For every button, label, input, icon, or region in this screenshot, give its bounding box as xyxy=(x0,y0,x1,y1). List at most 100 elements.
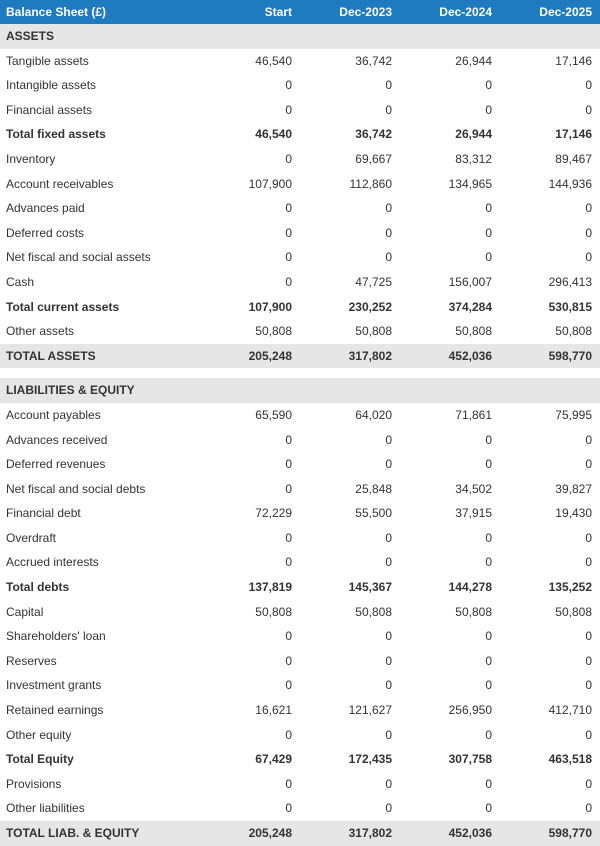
row-value: 0 xyxy=(400,245,500,270)
row-value: 50,808 xyxy=(300,600,400,625)
row-value: 307,758 xyxy=(400,747,500,772)
row-value: 317,802 xyxy=(300,344,400,369)
row-value: 0 xyxy=(400,73,500,98)
table-row: Accrued interests0000 xyxy=(0,550,600,575)
row-value: 0 xyxy=(500,526,600,551)
header-col-2: Dec-2024 xyxy=(400,0,500,24)
row-value: 0 xyxy=(500,649,600,674)
row-value: 0 xyxy=(200,147,300,172)
row-value: 0 xyxy=(400,550,500,575)
table-row: Net fiscal and social debts025,84834,502… xyxy=(0,477,600,502)
row-value: 50,808 xyxy=(200,600,300,625)
row-label: LIABILITIES & EQUITY xyxy=(0,378,200,403)
row-label: Investment grants xyxy=(0,673,200,698)
row-value: 64,020 xyxy=(300,403,400,428)
row-value: 112,860 xyxy=(300,172,400,197)
row-value: 452,036 xyxy=(400,344,500,369)
row-value: 39,827 xyxy=(500,477,600,502)
table-row: Total debts137,819145,367144,278135,252 xyxy=(0,575,600,600)
row-value: 37,915 xyxy=(400,501,500,526)
row-value: 144,278 xyxy=(400,575,500,600)
row-label: Deferred costs xyxy=(0,221,200,246)
row-value: 16,621 xyxy=(200,698,300,723)
table-row: Reserves0000 xyxy=(0,649,600,674)
row-value: 0 xyxy=(400,452,500,477)
row-value: 50,808 xyxy=(500,600,600,625)
row-value: 0 xyxy=(200,245,300,270)
row-value: 0 xyxy=(300,649,400,674)
row-value: 0 xyxy=(400,98,500,123)
row-value: 0 xyxy=(300,428,400,453)
table-row: Deferred costs0000 xyxy=(0,221,600,246)
row-label: Total current assets xyxy=(0,295,200,320)
row-value: 144,936 xyxy=(500,172,600,197)
table-row: LIABILITIES & EQUITY xyxy=(0,378,600,403)
row-value: 75,995 xyxy=(500,403,600,428)
row-label: Capital xyxy=(0,600,200,625)
row-value: 0 xyxy=(300,723,400,748)
row-value: 83,312 xyxy=(400,147,500,172)
row-value: 26,944 xyxy=(400,122,500,147)
row-value: 0 xyxy=(500,723,600,748)
row-label: Total debts xyxy=(0,575,200,600)
row-label: Other equity xyxy=(0,723,200,748)
row-label: Other assets xyxy=(0,319,200,344)
row-value: 156,007 xyxy=(400,270,500,295)
row-value: 0 xyxy=(400,796,500,821)
row-value: 0 xyxy=(400,196,500,221)
row-value: 0 xyxy=(300,245,400,270)
row-value xyxy=(200,24,300,49)
row-value: 0 xyxy=(200,270,300,295)
row-value: 256,950 xyxy=(400,698,500,723)
row-value: 121,627 xyxy=(300,698,400,723)
row-value: 0 xyxy=(400,673,500,698)
row-value xyxy=(300,378,400,403)
row-value: 50,808 xyxy=(400,600,500,625)
table-row: Provisions0000 xyxy=(0,772,600,797)
row-label: Accrued interests xyxy=(0,550,200,575)
table-row: Cash047,725156,007296,413 xyxy=(0,270,600,295)
row-value: 71,861 xyxy=(400,403,500,428)
row-label: Cash xyxy=(0,270,200,295)
table-row: Advances received0000 xyxy=(0,428,600,453)
row-value: 0 xyxy=(200,196,300,221)
table-row: Account receivables107,900112,860134,965… xyxy=(0,172,600,197)
row-value: 205,248 xyxy=(200,344,300,369)
row-value: 374,284 xyxy=(400,295,500,320)
row-value: 230,252 xyxy=(300,295,400,320)
row-value: 0 xyxy=(300,796,400,821)
row-value: 0 xyxy=(500,673,600,698)
row-value: 296,413 xyxy=(500,270,600,295)
row-value: 46,540 xyxy=(200,122,300,147)
row-value: 0 xyxy=(400,526,500,551)
table-row: Investment grants0000 xyxy=(0,673,600,698)
row-value: 0 xyxy=(200,624,300,649)
row-value: 598,770 xyxy=(500,344,600,369)
row-value: 145,367 xyxy=(300,575,400,600)
row-value: 0 xyxy=(200,550,300,575)
row-value: 50,808 xyxy=(300,319,400,344)
row-value: 36,742 xyxy=(300,49,400,74)
row-label: Net fiscal and social debts xyxy=(0,477,200,502)
row-value: 0 xyxy=(500,624,600,649)
row-label: Account receivables xyxy=(0,172,200,197)
table-body: ASSETSTangible assets46,54036,74226,9441… xyxy=(0,24,600,846)
row-value: 134,965 xyxy=(400,172,500,197)
row-label: Net fiscal and social assets xyxy=(0,245,200,270)
row-value: 26,944 xyxy=(400,49,500,74)
row-label: Financial debt xyxy=(0,501,200,526)
row-value: 0 xyxy=(300,772,400,797)
table-row: Total current assets107,900230,252374,28… xyxy=(0,295,600,320)
row-label: Tangible assets xyxy=(0,49,200,74)
row-value: 0 xyxy=(200,428,300,453)
row-value: 0 xyxy=(300,98,400,123)
row-value: 0 xyxy=(300,624,400,649)
row-value xyxy=(300,24,400,49)
row-value xyxy=(200,378,300,403)
row-label: Intangible assets xyxy=(0,73,200,98)
row-value: 0 xyxy=(500,98,600,123)
table-row: Intangible assets0000 xyxy=(0,73,600,98)
spacer-cell xyxy=(0,368,600,378)
table-row: Financial assets0000 xyxy=(0,98,600,123)
row-value: 317,802 xyxy=(300,821,400,846)
